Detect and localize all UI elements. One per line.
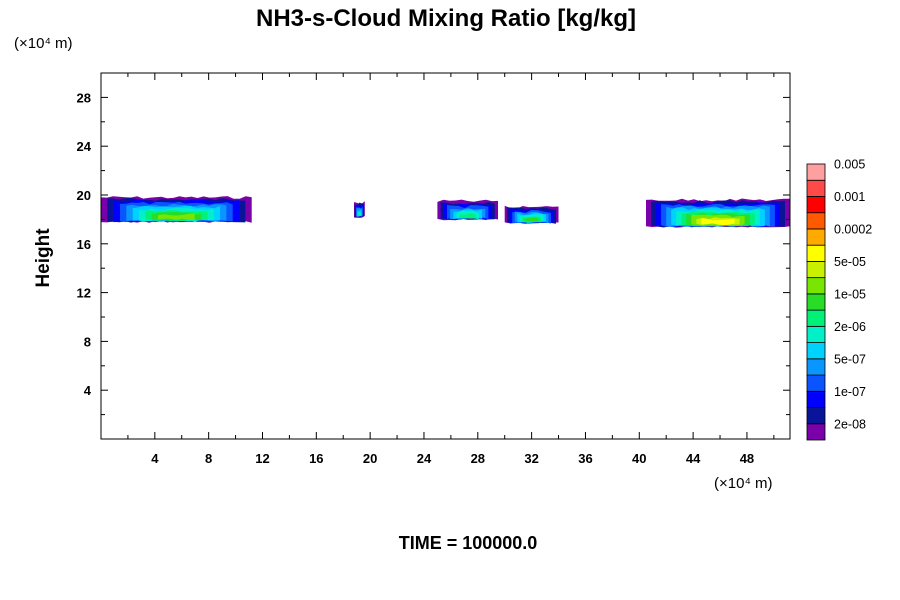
x-tick-label: 16 <box>309 451 323 466</box>
y-tick-label: 24 <box>77 139 92 154</box>
x-tick-label: 24 <box>417 451 432 466</box>
colorbar-swatch <box>806 212 826 230</box>
colorbar-label: 0.0002 <box>834 222 872 236</box>
x-tick-label: 20 <box>363 451 377 466</box>
colorbar-swatch <box>806 342 826 360</box>
colorbar-swatch <box>806 390 826 408</box>
x-tick-label: 4 <box>151 451 159 466</box>
y-tick-label: 4 <box>84 383 92 398</box>
x-tick-label: 28 <box>471 451 485 466</box>
colorbar-label: 1e-05 <box>834 287 866 301</box>
colorbar-swatch <box>806 196 826 214</box>
y-tick-label: 16 <box>77 237 91 252</box>
colorbar-swatch <box>806 374 826 392</box>
cloud-field <box>101 196 790 228</box>
cloud-contour <box>459 213 476 219</box>
x-tick-label: 44 <box>686 451 701 466</box>
colorbar: 2e-08 1e-07 5e-07 2e-06 1e-05 5e-05 0.0002 0.00… <box>806 158 872 441</box>
y-axis: 4 8 12 16 20 24 28 <box>77 90 790 416</box>
x-tick-label: 40 <box>632 451 646 466</box>
y-tick-label: 20 <box>77 188 91 203</box>
y-tick-label: 8 <box>84 334 91 349</box>
colorbar-swatch <box>806 163 826 181</box>
cloud-contour <box>524 217 539 223</box>
plot-frame <box>100 72 791 440</box>
x-tick-label: 12 <box>255 451 269 466</box>
colorbar-swatch <box>806 261 826 279</box>
cloud-contour <box>357 211 361 217</box>
colorbar-label: 0.005 <box>834 158 865 172</box>
colorbar-swatch <box>806 407 826 425</box>
y-tick-label: 12 <box>77 286 91 301</box>
colorbar-label: 5e-05 <box>834 255 866 269</box>
colorbar-label: 2e-08 <box>834 417 866 431</box>
colorbar-swatch <box>806 309 826 327</box>
y-tick-label: 28 <box>77 90 91 105</box>
colorbar-swatch <box>806 325 826 343</box>
y-axis-label: Height <box>33 228 54 288</box>
time-label: TIME = 100000.0 <box>399 533 538 553</box>
colorbar-swatch <box>806 423 826 441</box>
x-tick-label: 48 <box>740 451 754 466</box>
colorbar-label: 5e-07 <box>834 352 866 366</box>
colorbar-swatch <box>806 179 826 197</box>
y-unit-label: (×10⁴ m) <box>14 35 73 52</box>
colorbar-swatch <box>806 358 826 376</box>
cloud-contour <box>158 213 195 220</box>
x-unit-label: (×10⁴ m) <box>714 475 773 492</box>
colorbar-label: 0.001 <box>834 190 865 204</box>
colorbar-label: 1e-07 <box>834 385 866 399</box>
x-axis: 4 8 12 16 20 24 28 32 36 40 44 48 <box>127 73 775 466</box>
colorbar-swatch <box>806 293 826 311</box>
x-tick-label: 36 <box>578 451 592 466</box>
colorbar-swatch <box>806 277 826 295</box>
colorbar-swatch <box>806 244 826 262</box>
chart-title: NH3-s-Cloud Mixing Ratio [kg/kg] <box>256 5 636 32</box>
cloud-contour <box>701 218 735 226</box>
colorbar-swatch <box>806 228 826 246</box>
x-tick-label: 8 <box>205 451 212 466</box>
colorbar-label: 2e-06 <box>834 320 866 334</box>
x-tick-label: 32 <box>524 451 538 466</box>
